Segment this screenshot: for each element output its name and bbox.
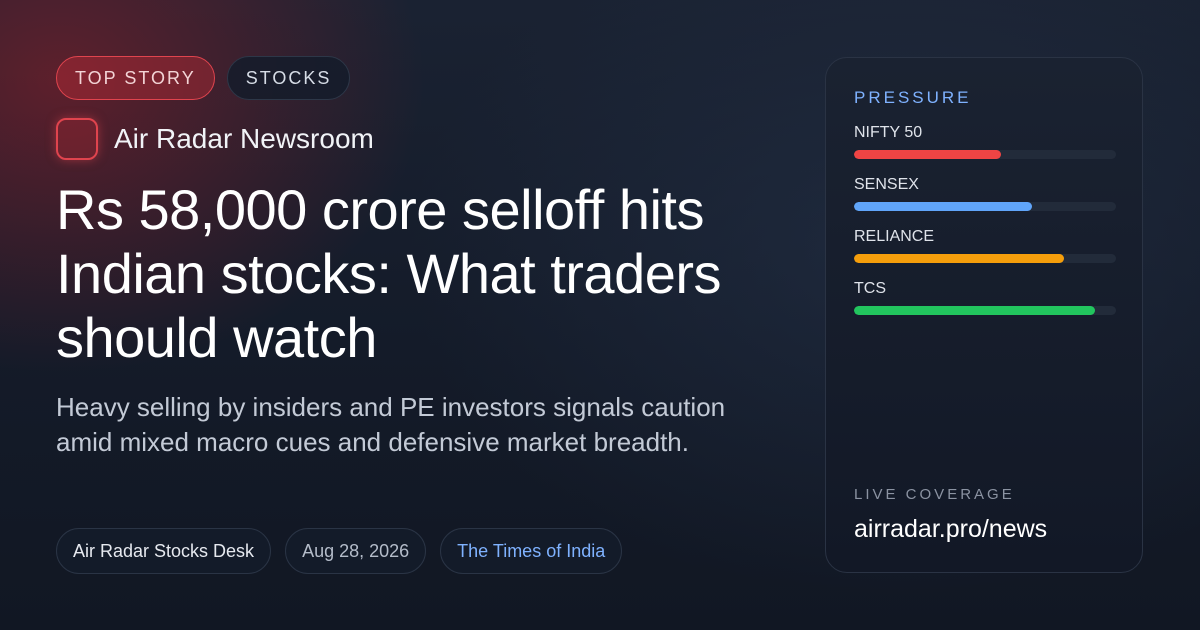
source-chip[interactable]: The Times of India [440, 528, 623, 574]
brand-name: Air Radar Newsroom [114, 123, 374, 154]
metric-track [854, 306, 1116, 315]
stocks-tag[interactable]: STOCKS [226, 56, 351, 100]
top-story-tag[interactable]: TOP STORY [56, 56, 215, 100]
meta-row: Air Radar Stocks Desk Aug 28, 2026 The T… [56, 528, 623, 574]
live-coverage: LIVE COVERAGE airradar.pro/news [854, 486, 1047, 544]
metric-fill [854, 254, 1064, 263]
dek: Heavy selling by insiders and PE investo… [56, 392, 726, 457]
headline: Rs 58,000 crore selloff hits Indian stoc… [56, 178, 722, 369]
metric-sensex: SENSEX [854, 176, 1116, 211]
metric-fill [854, 202, 1033, 211]
metric-fill [854, 150, 1001, 159]
date-chip: Aug 28, 2026 [285, 528, 427, 574]
desk-chip[interactable]: Air Radar Stocks Desk [56, 528, 272, 574]
tag-row: TOP STORY STOCKS [56, 56, 776, 100]
live-coverage-link[interactable]: airradar.pro/news [854, 515, 1048, 543]
live-coverage-label: LIVE COVERAGE [854, 486, 1015, 503]
article-content: TOP STORY STOCKS Air Radar Newsroom Rs 5… [56, 56, 776, 460]
metric-track [854, 254, 1116, 263]
metric-track [854, 150, 1116, 159]
metric-label: SENSEX [854, 176, 919, 193]
brand-logo-icon [56, 118, 98, 160]
panel-title: PRESSURE [854, 88, 972, 107]
metric-tcs: TCS [854, 280, 1116, 315]
pressure-panel: PRESSURE NIFTY 50 SENSEX RELIANCE TCS [825, 57, 1143, 573]
metric-reliance: RELIANCE [854, 228, 1116, 263]
metric-track [854, 202, 1116, 211]
metric-label: NIFTY 50 [854, 124, 923, 141]
brand: Air Radar Newsroom [56, 118, 776, 160]
metric-nifty-50: NIFTY 50 [854, 124, 1116, 159]
metric-fill [854, 306, 1096, 315]
metric-list: NIFTY 50 SENSEX RELIANCE TCS [854, 124, 1116, 315]
metric-label: TCS [854, 280, 886, 297]
metric-label: RELIANCE [854, 228, 935, 245]
